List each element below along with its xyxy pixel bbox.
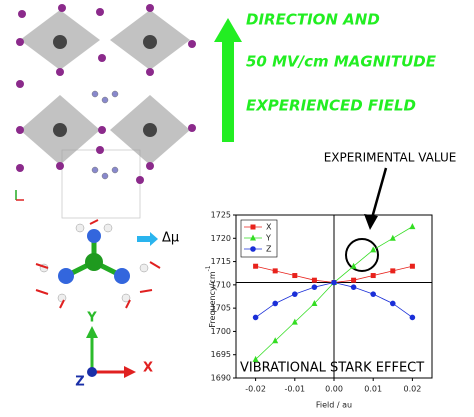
point bbox=[409, 314, 416, 321]
y-axis-label: Frequency/cm-1 bbox=[205, 265, 217, 327]
point bbox=[370, 273, 376, 279]
point bbox=[252, 355, 259, 362]
point bbox=[390, 268, 396, 274]
dipole-label: Δμ bbox=[162, 231, 179, 246]
point bbox=[311, 284, 318, 290]
point bbox=[311, 299, 318, 306]
point bbox=[409, 263, 415, 269]
y-axis-label-text: Frequency/cm bbox=[208, 271, 217, 327]
point bbox=[272, 337, 279, 344]
point bbox=[389, 234, 396, 241]
point bbox=[272, 268, 278, 274]
point bbox=[370, 246, 377, 253]
x-tick-label: -0.02 bbox=[245, 385, 266, 394]
legend-label: Z bbox=[266, 245, 272, 254]
point bbox=[291, 318, 298, 325]
crystal-structure bbox=[15, 4, 196, 219]
axis-label: Z bbox=[75, 375, 84, 390]
point bbox=[350, 262, 357, 269]
point bbox=[253, 263, 259, 269]
annotation: VIBRATIONAL STARK EFFECT bbox=[240, 361, 424, 376]
legend-label: X bbox=[266, 223, 272, 232]
y-tick-label: 1725 bbox=[211, 211, 231, 220]
x-tick-label: 0.02 bbox=[403, 385, 421, 394]
y-tick-label: 1695 bbox=[211, 350, 231, 359]
legend-marker bbox=[250, 234, 256, 241]
y-tick-label: 1705 bbox=[211, 304, 231, 313]
coordinate-frame bbox=[86, 326, 136, 378]
point bbox=[311, 277, 317, 283]
y-tick-label: 1720 bbox=[211, 234, 231, 243]
legend-marker bbox=[250, 224, 256, 230]
y-tick-label: 1700 bbox=[211, 327, 231, 336]
x-tick-label: -0.01 bbox=[284, 385, 305, 394]
point bbox=[409, 223, 416, 230]
y-tick-label: 1690 bbox=[211, 374, 231, 383]
axis-label: Y bbox=[86, 311, 97, 326]
callout-arrowhead bbox=[364, 214, 378, 230]
highlight-circle bbox=[345, 238, 379, 272]
x-tick-label: 0.00 bbox=[325, 385, 343, 394]
experimental-label: EXPERIMENTAL VALUE bbox=[324, 151, 457, 165]
chart: 1690 1695 1700 1705 1710 1715 1720 1725 -0.02 -0.… bbox=[205, 211, 433, 410]
x-tick-label: 0.01 bbox=[364, 385, 382, 394]
headline: DIRECTION AND bbox=[246, 11, 380, 29]
legend-label: Y bbox=[265, 234, 271, 243]
point bbox=[272, 300, 279, 307]
legend-box bbox=[240, 219, 278, 258]
point bbox=[252, 314, 259, 321]
molecule bbox=[35, 219, 161, 309]
point bbox=[350, 284, 357, 290]
point bbox=[351, 277, 357, 283]
point bbox=[331, 279, 337, 286]
headline: 50 MV/cm MAGNITUDE bbox=[246, 53, 437, 71]
point bbox=[370, 291, 377, 297]
axis-label: X bbox=[143, 361, 153, 376]
point bbox=[390, 300, 396, 307]
y-tick-label: 1715 bbox=[211, 257, 231, 266]
point bbox=[292, 273, 298, 279]
point bbox=[292, 291, 298, 297]
callout-arrow bbox=[370, 167, 388, 219]
y-tick-label: 1710 bbox=[211, 280, 231, 289]
y-axis-label-exponent: -1 bbox=[205, 265, 212, 271]
legend-marker bbox=[250, 246, 256, 252]
field-arrow bbox=[214, 18, 242, 142]
headline: EXPERIENCED FIELD bbox=[246, 97, 416, 115]
x-axis-label: Field / au bbox=[316, 401, 352, 410]
